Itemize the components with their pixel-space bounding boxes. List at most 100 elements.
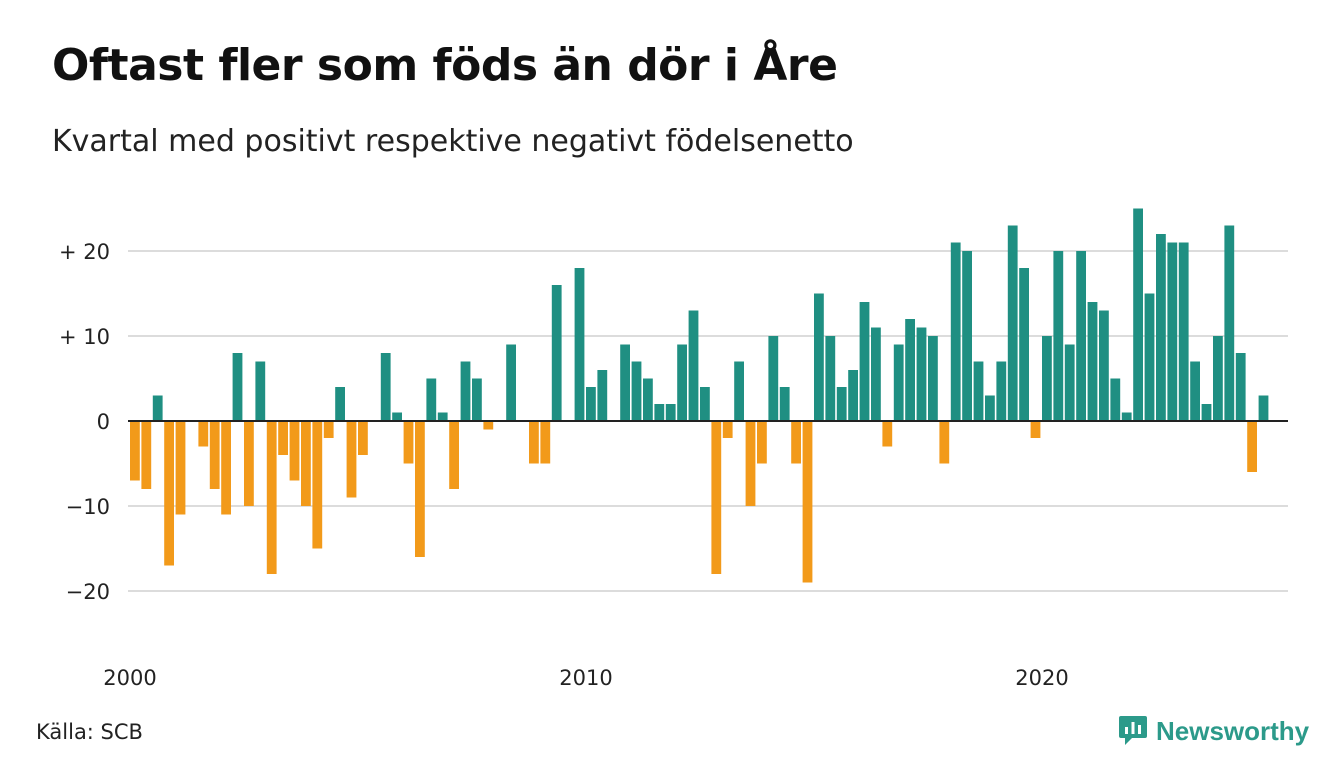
bar xyxy=(597,370,608,421)
bar xyxy=(1121,412,1132,421)
bar xyxy=(312,421,323,549)
bar xyxy=(460,361,471,421)
bar xyxy=(871,327,881,421)
bar xyxy=(734,361,744,421)
bar xyxy=(779,387,790,421)
bar xyxy=(1258,395,1269,421)
bar xyxy=(825,336,836,421)
bar xyxy=(1133,208,1143,421)
bar xyxy=(1030,421,1041,438)
bar xyxy=(665,404,676,421)
x-tick-label: 2020 xyxy=(1015,666,1068,690)
y-tick-label: 0 xyxy=(97,410,110,434)
bar xyxy=(380,353,391,421)
bar xyxy=(209,421,220,489)
bar xyxy=(1156,234,1166,421)
bar xyxy=(1167,242,1178,421)
bar xyxy=(996,361,1007,421)
bars xyxy=(128,208,1288,583)
bar xyxy=(814,293,824,421)
bar xyxy=(1007,225,1018,421)
bar xyxy=(1099,310,1109,421)
bar xyxy=(152,395,163,421)
bar xyxy=(198,421,209,447)
bar xyxy=(403,421,414,464)
bar xyxy=(1247,421,1257,472)
bar xyxy=(859,302,870,421)
bar xyxy=(1224,225,1235,421)
bar xyxy=(426,378,437,421)
bar xyxy=(1019,268,1029,421)
bar xyxy=(677,344,687,421)
bar xyxy=(1144,293,1155,421)
bar xyxy=(939,421,950,464)
bar xyxy=(1087,302,1098,421)
bar xyxy=(289,421,300,481)
bar xyxy=(711,421,722,574)
bar xyxy=(962,251,972,421)
x-tick-label: 2010 xyxy=(559,666,612,690)
bar xyxy=(836,387,847,421)
bar xyxy=(244,421,254,506)
bar xyxy=(768,336,779,421)
bar xyxy=(916,327,927,421)
y-tick-label: + 20 xyxy=(59,240,110,264)
bar xyxy=(973,361,984,421)
bar xyxy=(848,370,858,421)
bar xyxy=(893,344,904,421)
bar xyxy=(620,344,630,421)
brand-logo: Newsworthy xyxy=(1118,713,1309,749)
bar xyxy=(1110,378,1121,421)
bar xyxy=(529,421,539,464)
bar xyxy=(950,242,961,421)
bar xyxy=(335,387,345,421)
bar xyxy=(415,421,425,557)
bar xyxy=(483,421,494,430)
bar xyxy=(164,421,174,566)
bar xyxy=(745,421,756,506)
bar xyxy=(643,378,653,421)
bar xyxy=(1201,404,1212,421)
source-label: Källa: SCB xyxy=(36,720,143,744)
bar xyxy=(722,421,733,438)
bar xyxy=(392,412,402,421)
y-tick-label: −10 xyxy=(66,495,110,519)
y-tick-label: + 10 xyxy=(59,325,110,349)
bar xyxy=(905,319,915,421)
bar xyxy=(688,310,699,421)
bar xyxy=(1235,353,1246,421)
bar xyxy=(574,268,585,421)
bar xyxy=(882,421,893,447)
bar xyxy=(1076,251,1086,421)
brand-name: Newsworthy xyxy=(1156,715,1310,746)
bar xyxy=(130,421,140,481)
bar xyxy=(1064,344,1075,421)
bar xyxy=(278,421,288,455)
bar xyxy=(221,421,231,515)
y-tick-label: −20 xyxy=(66,580,110,604)
bar xyxy=(472,378,482,421)
bar xyxy=(255,361,266,421)
x-tick-label: 2000 xyxy=(103,666,156,690)
bar xyxy=(141,421,152,489)
newsworthy-logo-icon xyxy=(1119,716,1147,745)
bar xyxy=(551,285,562,421)
bar xyxy=(346,421,357,498)
bar xyxy=(1213,336,1223,421)
bar xyxy=(301,421,311,506)
chart-subtitle: Kvartal med positivt respektive negativt… xyxy=(52,124,854,159)
bar xyxy=(437,412,448,421)
axis-labels: + 20 + 10 0 −10 −20 2000 2010 2020 xyxy=(59,240,1069,690)
bar xyxy=(449,421,459,489)
bar xyxy=(1178,242,1189,421)
bar xyxy=(1190,361,1200,421)
bar xyxy=(540,421,551,464)
bar xyxy=(358,421,368,455)
bar xyxy=(323,421,334,438)
bar-chart: + 20 + 10 0 −10 −20 2000 2010 2020 xyxy=(59,208,1288,690)
bar xyxy=(757,421,767,464)
bar xyxy=(506,344,516,421)
bar xyxy=(700,387,710,421)
bar xyxy=(175,421,186,515)
bar xyxy=(1053,251,1064,421)
